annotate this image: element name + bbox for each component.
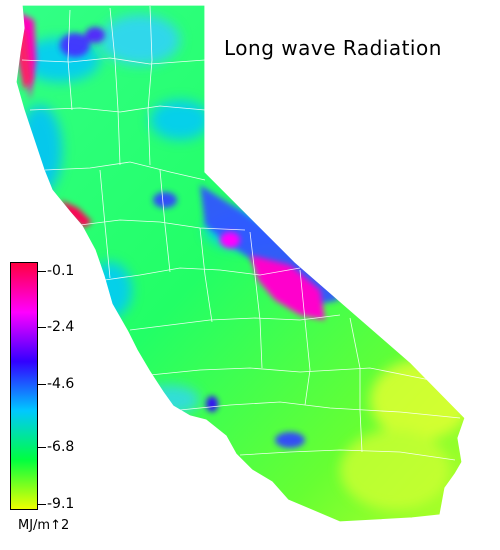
legend-tick-label: -9.1 bbox=[47, 496, 75, 512]
legend-tick-label: -2.4 bbox=[47, 319, 75, 335]
legend-tick bbox=[38, 384, 46, 385]
legend-tick-label: -0.1 bbox=[47, 263, 75, 279]
legend-tick bbox=[38, 327, 46, 328]
legend-tick bbox=[38, 447, 46, 448]
color-scale-bar bbox=[10, 262, 38, 510]
legend-tick-label: -4.6 bbox=[47, 376, 75, 392]
legend-tick bbox=[38, 271, 46, 272]
legend-tick-label: -6.8 bbox=[47, 439, 75, 455]
legend-units: MJ/m↑2 bbox=[18, 518, 70, 533]
legend-tick bbox=[38, 504, 46, 505]
map-title: Long wave Radiation bbox=[224, 36, 442, 60]
